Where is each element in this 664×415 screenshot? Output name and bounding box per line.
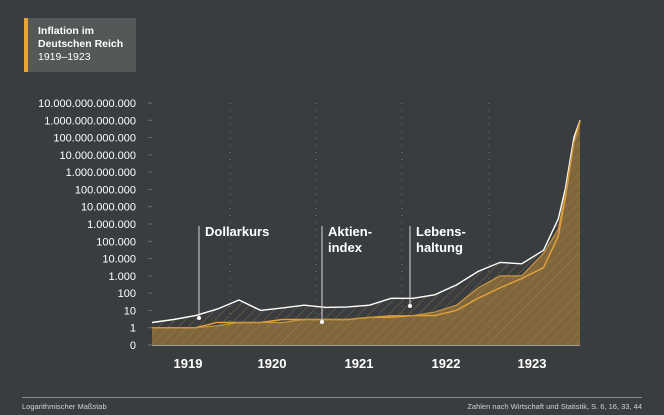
y-tick-label: 1.000.000.000 — [66, 167, 136, 179]
x-tick-label: 1920 — [258, 356, 287, 371]
y-tick-label: 10.000.000.000 — [60, 150, 136, 162]
y-tick-label: 1.000.000 — [87, 219, 136, 231]
y-tick-label: 10.000 — [102, 254, 136, 266]
annotation-dot — [320, 320, 324, 324]
chart-subtitle: 1919–1923 — [38, 51, 91, 63]
footer-source: Zahlen nach Wirtschaft und Statistik, S.… — [467, 402, 642, 411]
y-tick-label: 10.000.000.000.000 — [38, 98, 136, 110]
y-tick-label: 1.000.000.000.000 — [44, 115, 136, 127]
x-tick-label: 1919 — [174, 356, 203, 371]
footer-divider — [22, 397, 642, 398]
y-tick-label: 10.000.000 — [81, 202, 136, 214]
y-tick-label: 1.000 — [108, 271, 136, 283]
series-label: Lebens- — [416, 224, 466, 239]
y-tick-label: 1 — [130, 323, 136, 335]
annotation-dot — [197, 316, 201, 320]
annotation-dot — [408, 304, 412, 308]
y-tick-label: 100.000 — [96, 236, 136, 248]
lebenshaltung-area-hatch — [152, 123, 580, 345]
chart-title-box: Inflation im Deutschen Reich 1919–1923 — [24, 18, 136, 72]
x-tick-label: 1922 — [432, 356, 461, 371]
y-tick-label: 100.000.000.000 — [53, 133, 136, 145]
chart-title: Inflation im — [38, 25, 94, 37]
dollarkurs-area-hatch — [152, 120, 580, 345]
dollarkurs-line — [151, 120, 581, 324]
x-tick-label: 1921 — [345, 356, 374, 371]
x-tick-label: 1923 — [518, 356, 547, 371]
footer-scale-note: Logarithmischer Maßstab — [22, 402, 107, 411]
series-label: index — [328, 240, 363, 255]
aktienindex-line — [152, 120, 581, 329]
series-label: haltung — [416, 240, 463, 255]
series-label: Aktien- — [328, 224, 372, 239]
y-tick-label: 10 — [124, 305, 136, 317]
y-tick-label: 100.000.000 — [75, 184, 136, 196]
lebenshaltung-line — [152, 122, 581, 329]
series-label: Dollarkurs — [205, 224, 269, 239]
y-tick-label: 100 — [118, 288, 136, 300]
chart-title-line2: Deutschen Reich — [38, 38, 124, 50]
y-tick-label: 0 — [130, 340, 136, 352]
